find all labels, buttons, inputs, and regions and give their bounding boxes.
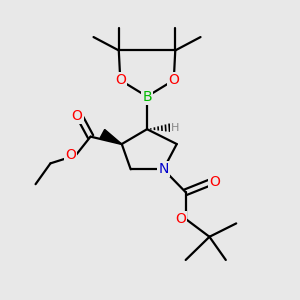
Text: O: O <box>115 73 126 87</box>
Text: B: B <box>142 89 152 103</box>
Text: O: O <box>72 109 83 123</box>
Text: O: O <box>65 148 76 162</box>
Polygon shape <box>100 130 122 144</box>
Text: O: O <box>175 212 186 226</box>
Text: H: H <box>171 123 179 133</box>
Text: N: N <box>158 162 169 176</box>
Text: O: O <box>168 73 179 87</box>
Text: O: O <box>209 175 220 189</box>
